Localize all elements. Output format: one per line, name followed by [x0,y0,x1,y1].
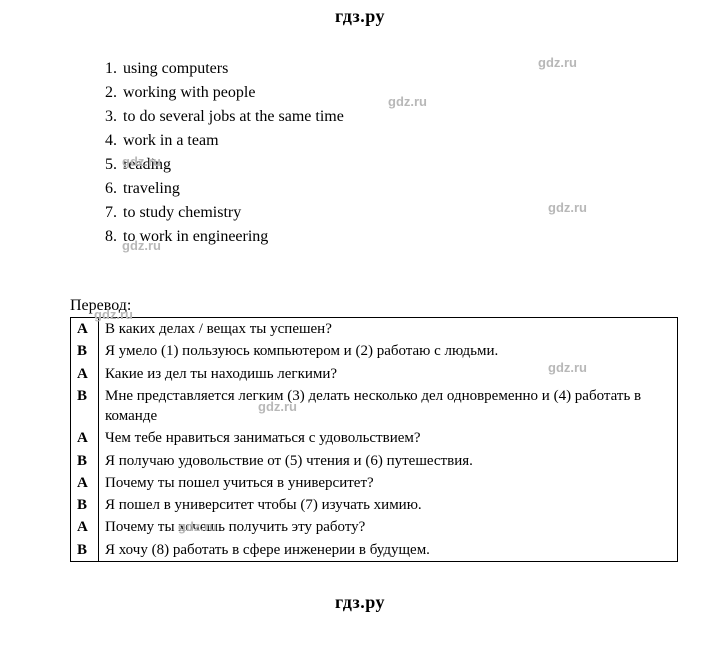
list-num: 5. [95,156,117,174]
list-text: using computers [123,60,228,77]
speaker-cell: B [71,340,99,362]
table-row: AЧем тебе нравиться заниматься с удоволь… [71,427,678,449]
table-row: AКакие из дел ты находишь легкими? [71,363,678,385]
text-cell: Я получаю удовольствие от (5) чтения и (… [99,450,678,472]
text-cell: Почему ты пошел учиться в университет? [99,472,678,494]
table-row: BЯ умело (1) пользуюсь компьютером и (2)… [71,340,678,362]
list-num: 3. [95,108,117,126]
table-row: AВ каких делах / вещах ты успешен? [71,318,678,341]
text-cell: Мне представляется легким (3) делать нес… [99,385,678,428]
table-row: BЯ хочу (8) работать в сфере инженерии в… [71,539,678,562]
speaker-cell: A [71,318,99,341]
list-text: to do several jobs at the same time [123,108,344,125]
list-num: 7. [95,204,117,222]
page-header-brand: гдз.ру [0,0,720,27]
list-item: 8. to work in engineering [95,225,650,249]
translation-table: AВ каких делах / вещах ты успешен? BЯ ум… [70,317,678,562]
table-row: BМне представляется легким (3) делать не… [71,385,678,428]
table-row: BЯ получаю удовольствие от (5) чтения и … [71,450,678,472]
list-item: 6. traveling [95,177,650,201]
list-item: 5. reading [95,153,650,177]
list-item: 2. working with people [95,81,650,105]
list-num: 1. [95,60,117,78]
table-row: AПочему ты хочешь получить эту работу? [71,516,678,538]
answers-list: 1.using computers 2.working with people … [95,57,650,249]
speaker-cell: B [71,494,99,516]
list-num: 6. [95,180,117,198]
list-item: 3. to do several jobs at the same time [95,105,650,129]
list-item: 7. to study chemistry [95,201,650,225]
list-item: 1. using computers [95,57,650,81]
list-num: 4. [95,132,117,150]
text-cell: В каких делах / вещах ты успешен? [99,318,678,341]
table-row: BЯ пошел в университет чтобы (7) изучать… [71,494,678,516]
list-text: work in a team [123,132,219,149]
text-cell: Я пошел в университет чтобы (7) изучать … [99,494,678,516]
text-cell: Чем тебе нравиться заниматься с удовольс… [99,427,678,449]
speaker-cell: B [71,539,99,562]
speaker-cell: A [71,472,99,494]
speaker-cell: B [71,450,99,472]
list-num: 8. [95,228,117,246]
text-cell: Я хочу (8) работать в сфере инженерии в … [99,539,678,562]
list-text: to work in engineering [123,228,268,245]
page-footer-brand: гдз.ру [0,592,720,613]
list-text: working with people [123,84,255,101]
speaker-cell: A [71,427,99,449]
speaker-cell: A [71,516,99,538]
list-text: reading [123,156,171,173]
list-text: traveling [123,180,180,197]
speaker-cell: A [71,363,99,385]
speaker-cell: B [71,385,99,428]
list-num: 2. [95,84,117,102]
list-item: 4. work in a team [95,129,650,153]
table-row: AПочему ты пошел учиться в университет? [71,472,678,494]
text-cell: Какие из дел ты находишь легкими? [99,363,678,385]
list-text: to study chemistry [123,204,241,221]
main-content: 1.using computers 2.working with people … [0,27,720,562]
text-cell: Почему ты хочешь получить эту работу? [99,516,678,538]
text-cell: Я умело (1) пользуюсь компьютером и (2) … [99,340,678,362]
translation-title: Перевод: [70,297,650,315]
